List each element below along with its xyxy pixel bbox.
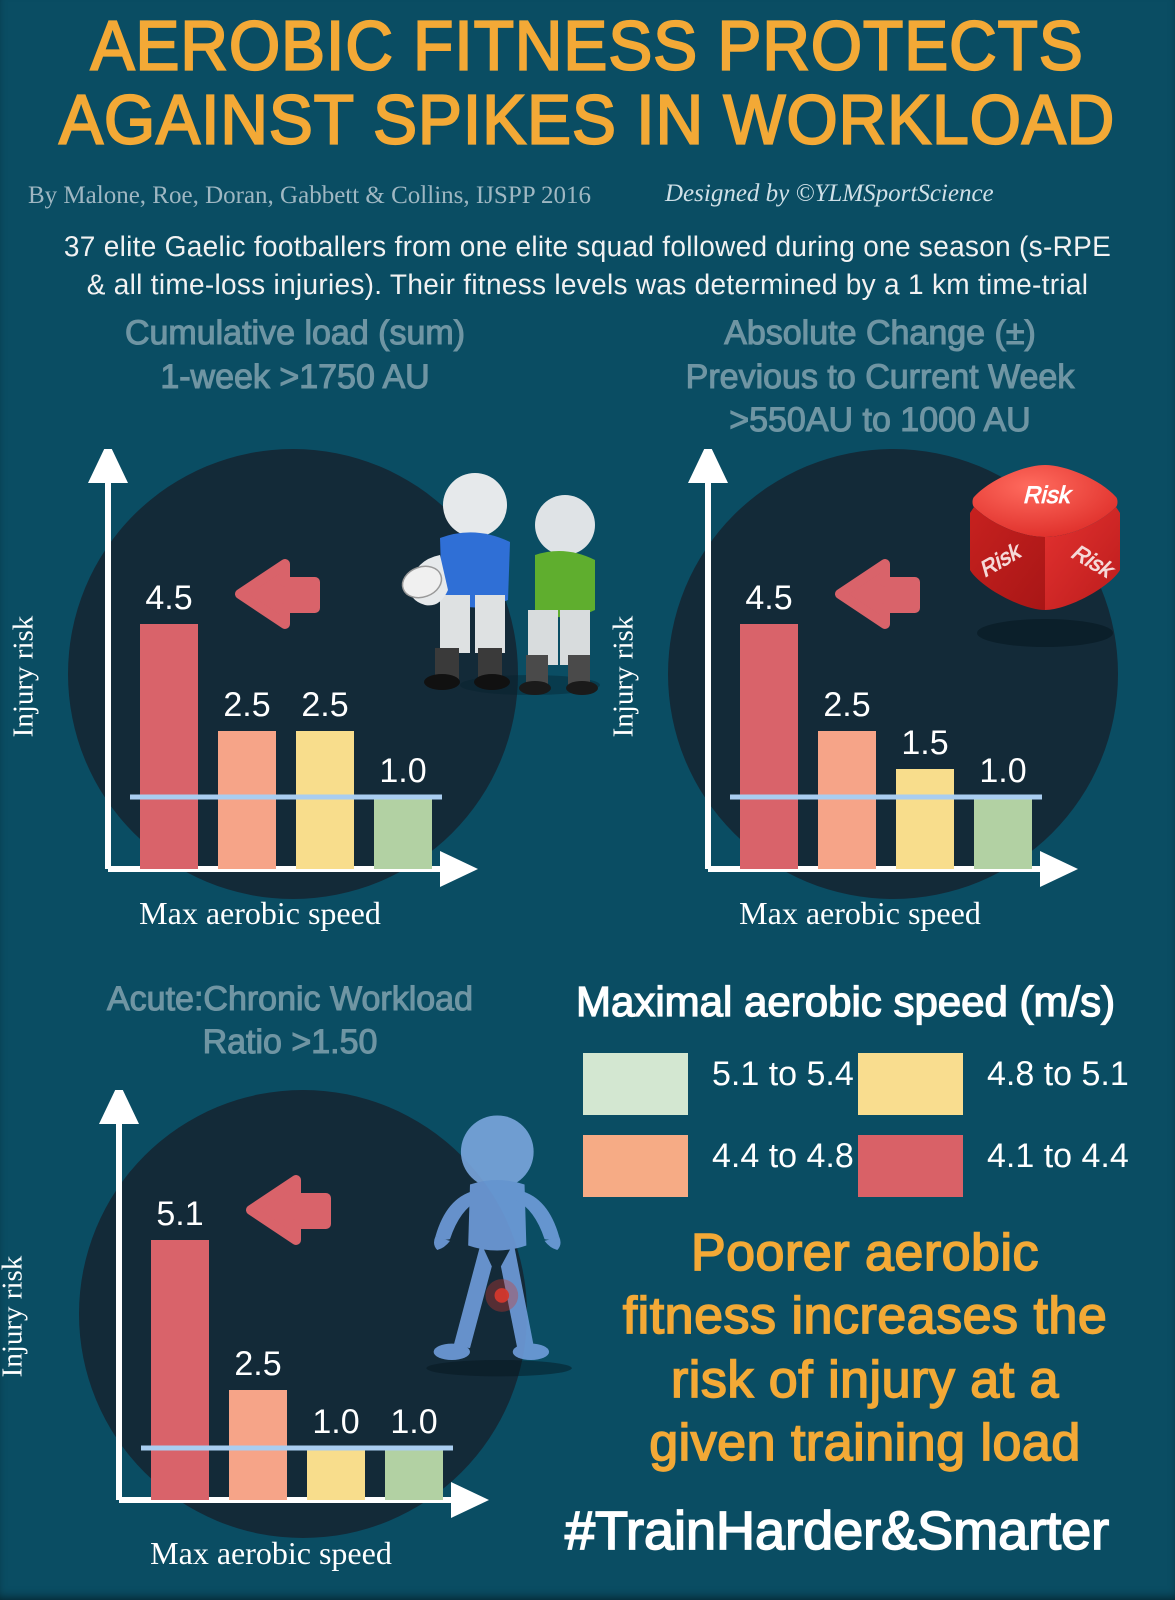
svg-text:2.5: 2.5 (223, 686, 270, 724)
svg-text:4.5: 4.5 (145, 579, 192, 617)
svg-text:1.0: 1.0 (979, 752, 1026, 790)
svg-text:Risk: Risk (1023, 482, 1075, 509)
svg-text:2.5: 2.5 (301, 686, 348, 724)
svg-text:1.5: 1.5 (901, 724, 948, 762)
svg-text:5.1: 5.1 (156, 1195, 203, 1233)
svg-text:2.5: 2.5 (234, 1345, 281, 1383)
svg-text:4.5: 4.5 (745, 579, 792, 617)
svg-text:1.0: 1.0 (379, 752, 426, 790)
svg-text:2.5: 2.5 (823, 686, 870, 724)
svg-text:1.0: 1.0 (390, 1403, 437, 1441)
svg-text:1.0: 1.0 (312, 1403, 359, 1441)
